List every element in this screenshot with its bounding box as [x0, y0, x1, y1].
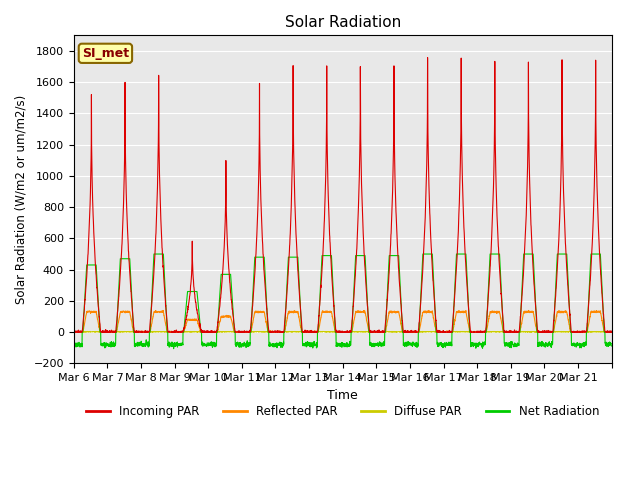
Incoming PAR [412, 329, 419, 335]
Net Radiation [170, 346, 177, 351]
Line: Incoming PAR: Incoming PAR [74, 58, 611, 332]
Diffuse PAR [419, 328, 426, 334]
Diffuse PAR [602, 329, 609, 335]
Reflected PAR [525, 308, 532, 313]
Incoming PAR [525, 170, 533, 176]
Title: Solar Radiation: Solar Radiation [285, 15, 401, 30]
Text: SI_met: SI_met [82, 47, 129, 60]
Net Radiation [150, 251, 158, 257]
Y-axis label: Solar Radiation (W/m2 or um/m2/s): Solar Radiation (W/m2 or um/m2/s) [15, 95, 28, 304]
Reflected PAR [412, 329, 419, 335]
Incoming PAR [607, 329, 615, 335]
Line: Net Radiation: Net Radiation [74, 254, 611, 348]
Net Radiation [412, 344, 419, 349]
Incoming PAR [602, 329, 609, 335]
Net Radiation [607, 343, 615, 349]
Reflected PAR [602, 329, 609, 335]
Diffuse PAR [459, 329, 467, 335]
Legend: Incoming PAR, Reflected PAR, Diffuse PAR, Net Radiation: Incoming PAR, Reflected PAR, Diffuse PAR… [81, 401, 604, 423]
Incoming PAR [424, 55, 431, 60]
X-axis label: Time: Time [327, 389, 358, 402]
Net Radiation [493, 251, 501, 257]
Reflected PAR [70, 329, 78, 335]
Diffuse PAR [70, 329, 77, 335]
Incoming PAR [493, 216, 501, 221]
Diffuse PAR [180, 329, 188, 335]
Diffuse PAR [607, 329, 615, 335]
Diffuse PAR [493, 328, 501, 334]
Reflected PAR [70, 329, 77, 335]
Diffuse PAR [412, 329, 419, 335]
Incoming PAR [459, 195, 467, 201]
Reflected PAR [493, 309, 501, 314]
Diffuse PAR [525, 329, 533, 335]
Net Radiation [180, 324, 188, 330]
Reflected PAR [526, 310, 534, 315]
Net Radiation [602, 341, 609, 347]
Reflected PAR [459, 309, 467, 315]
Reflected PAR [607, 329, 615, 335]
Net Radiation [526, 251, 534, 257]
Line: Diffuse PAR: Diffuse PAR [74, 331, 611, 332]
Incoming PAR [70, 329, 77, 335]
Net Radiation [70, 341, 77, 347]
Reflected PAR [180, 328, 188, 334]
Incoming PAR [180, 326, 188, 332]
Net Radiation [460, 251, 467, 257]
Line: Reflected PAR: Reflected PAR [74, 311, 611, 332]
